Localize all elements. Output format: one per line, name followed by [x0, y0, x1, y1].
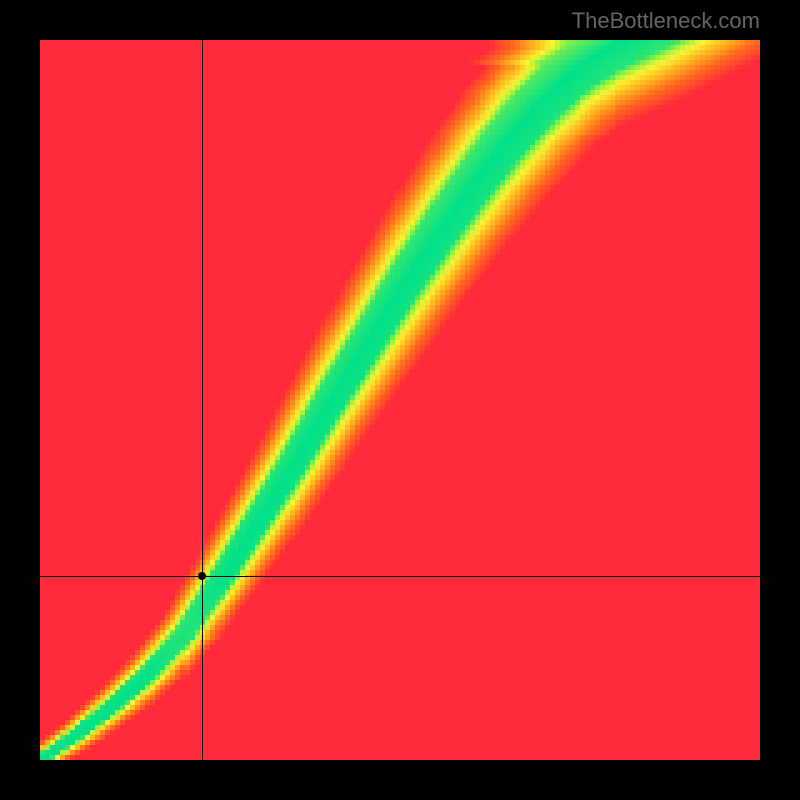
watermark-text: TheBottleneck.com	[572, 8, 760, 34]
plot-area	[40, 40, 760, 760]
crosshair-horizontal	[40, 576, 760, 577]
crosshair-vertical	[202, 40, 203, 760]
crosshair-marker-dot	[198, 572, 206, 580]
bottleneck-heatmap-canvas	[40, 40, 760, 760]
